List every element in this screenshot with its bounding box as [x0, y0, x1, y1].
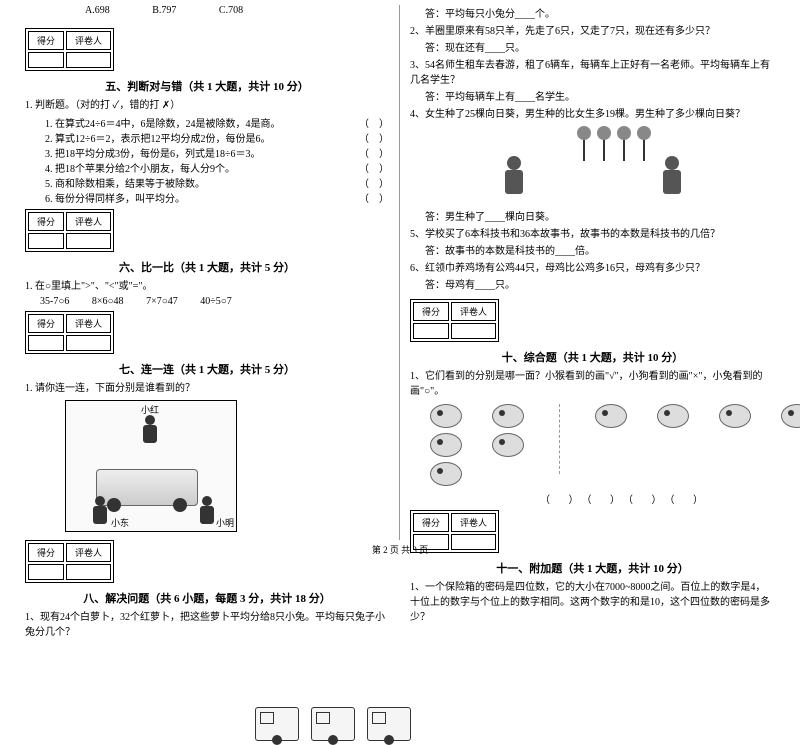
- cat-icon: [492, 433, 524, 457]
- sec8-q3: 3、54名师生租车去春游，租了6辆车，每辆车上正好有一名老师。平均每辆车上有几名…: [410, 58, 775, 88]
- sec5-item-2: 2. 算式12÷6＝2，表示把12平均分成2份，每份是6。 （ ）: [25, 130, 389, 145]
- dog-icon: [430, 433, 462, 457]
- sheep-view-1[interactable]: [595, 404, 627, 428]
- sec5-i4-text: 4. 把18个苹果分给2个小朋友，每人分9个。: [45, 160, 235, 175]
- paren[interactable]: （ ）: [359, 190, 389, 205]
- cmp-4[interactable]: 40÷5○7: [200, 296, 232, 307]
- cmp-3[interactable]: 7×7○47: [146, 296, 178, 307]
- planting-image: [493, 126, 693, 206]
- score-box-7: 得分评卷人: [25, 311, 114, 354]
- sec8-a3: 答：平均每辆车上有____名学生。: [410, 90, 775, 105]
- van-view-3[interactable]: [367, 707, 411, 741]
- paren[interactable]: （ ）: [359, 115, 389, 130]
- divider: [559, 404, 560, 474]
- cmp-1[interactable]: 35-7○6: [40, 296, 69, 307]
- sec6-items: 35-7○6 8×6○48 7×7○47 40÷5○7: [25, 296, 389, 307]
- van-view-2[interactable]: [311, 707, 355, 741]
- sheep-view-2[interactable]: [657, 404, 689, 428]
- paren[interactable]: （ ）: [359, 145, 389, 160]
- reviewer-label: 评卷人: [66, 31, 111, 50]
- sec5-i3-text: 3. 把18平均分成3份，每份是6，列式是18÷6＝3。: [45, 145, 261, 160]
- car-icon: [96, 469, 198, 506]
- sec8-q6: 6、红领巾养鸡场有公鸡44只，母鸡比公鸡多16只，母鸡有多少只？: [410, 261, 775, 276]
- sec8-a6: 答：母鸡有____只。: [410, 278, 775, 293]
- sec5-item-6: 6. 每份分得同样多，叫平均分。 （ ）: [25, 190, 389, 205]
- person-left-icon: [91, 496, 109, 526]
- person-top-icon: [141, 415, 159, 445]
- sec5-i2-text: 2. 算式12÷6＝2，表示把12平均分成2份，每份是6。: [45, 130, 271, 145]
- score-box-6: 得分评卷人: [25, 209, 114, 252]
- reviewer-label: 评卷人: [66, 314, 111, 333]
- sec11-title: 十一、附加题（共 1 大题，共计 10 分）: [410, 560, 775, 576]
- person-right-icon: [198, 496, 216, 526]
- rabbit-icon: [430, 462, 462, 486]
- sec5-i5-text: 5. 商和除数相乘，结果等于被除数。: [45, 175, 205, 190]
- sec7-title: 七、连一连（共 1 大题，共计 5 分）: [25, 361, 389, 377]
- opt-a[interactable]: A.698: [85, 5, 110, 16]
- opt-b[interactable]: B.797: [152, 5, 176, 16]
- sec8-q2: 2、羊圈里原来有58只羊，先走了6只，又走了7只，现在还有多少只？: [410, 24, 775, 39]
- sec5-item-1: 1. 在算式24÷6＝4中，6是除数，24是被除数，4是商。 （ ）: [25, 115, 389, 130]
- score-label: 得分: [413, 302, 449, 321]
- sec8-title: 八、解决问题（共 6 小题，每题 3 分，共计 18 分）: [25, 590, 389, 606]
- monkey-icon: [430, 404, 462, 428]
- score-label: 得分: [28, 31, 64, 50]
- label-xiaoming: 小明: [216, 516, 234, 529]
- score-box-10: 得分评卷人: [410, 299, 499, 342]
- cmp-2[interactable]: 8×6○48: [92, 296, 124, 307]
- mc-options: A.698 B.797 C.708: [25, 5, 389, 16]
- sec8-q5: 5、学校买了6本科技书和36本故事书，故事书的本数是科技书的几倍？: [410, 227, 775, 242]
- reviewer-label: 评卷人: [66, 212, 111, 231]
- reviewer-label: 评卷人: [451, 302, 496, 321]
- sec5-stem: 1. 判断题。（对的打 ✓，错的打 ✗）: [25, 98, 389, 113]
- sec5-item-5: 5. 商和除数相乘，结果等于被除数。 （ ）: [25, 175, 389, 190]
- sec5-title: 五、判断对与错（共 1 大题，共计 10 分）: [25, 78, 389, 94]
- pig-icon: [492, 404, 524, 428]
- sheep-view-4[interactable]: [781, 404, 800, 428]
- score-box-8: 得分评卷人: [25, 540, 114, 583]
- score-box-5: 得分评卷人: [25, 28, 114, 71]
- sec8-a5: 答：故事书的本数是科技书的____倍。: [410, 244, 775, 259]
- sec5-item-3: 3. 把18平均分成3份，每份是6，列式是18÷6＝3。 （ ）: [25, 145, 389, 160]
- score-label: 得分: [28, 314, 64, 333]
- label-xiaodong: 小东: [111, 516, 129, 529]
- girl-icon: [503, 156, 525, 196]
- reviewer-label: 评卷人: [451, 513, 496, 532]
- reviewer-label: 评卷人: [66, 543, 111, 562]
- van-view-1[interactable]: [255, 707, 299, 741]
- animals-image: [430, 404, 775, 486]
- sec7-stem: 1. 请你连一连，下面分别是谁看到的？: [25, 381, 389, 396]
- score-label: 得分: [28, 543, 64, 562]
- sec8-q1: 1、现有24个白萝卜，32个红萝卜，把这些萝卜平均分给8只小兔。平均每只兔子小兔…: [25, 610, 389, 640]
- sec8-a2: 答：现在还有____只。: [410, 41, 775, 56]
- sec10-stem: 1、它们看到的分别是哪一面？小猴看到的画"√"，小狗看到的画"×"，小兔看到的画…: [410, 369, 775, 399]
- sec10-title: 十、综合题（共 1 大题，共计 10 分）: [410, 349, 775, 365]
- sec8-q4: 4、女生种了25棵向日葵，男生种的比女生多19棵。男生种了多少棵向日葵？: [410, 107, 775, 122]
- paren[interactable]: （ ）: [359, 160, 389, 175]
- score-label: 得分: [28, 212, 64, 231]
- opt-c[interactable]: C.708: [219, 5, 243, 16]
- paren[interactable]: （ ）: [359, 175, 389, 190]
- answer-brackets[interactable]: （ ）（ ）（ ）（ ）: [410, 491, 775, 506]
- score-label: 得分: [413, 513, 449, 532]
- sec8-a1: 答：平均每只小兔分____个。: [410, 7, 775, 22]
- sec5-i1-text: 1. 在算式24÷6＝4中，6是除数，24是被除数，4是商。: [45, 115, 281, 130]
- sec11-stem: 1、一个保险箱的密码是四位数，它的大小在7000~8000之间。百位上的数字是4…: [410, 580, 775, 625]
- sheep-view-3[interactable]: [719, 404, 751, 428]
- sec6-title: 六、比一比（共 1 大题，共计 5 分）: [25, 259, 389, 275]
- sec8-a4: 答：男生种了____棵向日葵。: [410, 210, 775, 225]
- paren[interactable]: （ ）: [359, 130, 389, 145]
- car-scene-image: 小红 小东 小明: [65, 400, 237, 532]
- van-views: [255, 707, 411, 741]
- sec5-item-4: 4. 把18个苹果分给2个小朋友，每人分9个。 （ ）: [25, 160, 389, 175]
- sec6-stem: 1. 在○里填上">"、"<"或"="。: [25, 279, 389, 294]
- sec5-i6-text: 6. 每份分得同样多，叫平均分。: [45, 190, 185, 205]
